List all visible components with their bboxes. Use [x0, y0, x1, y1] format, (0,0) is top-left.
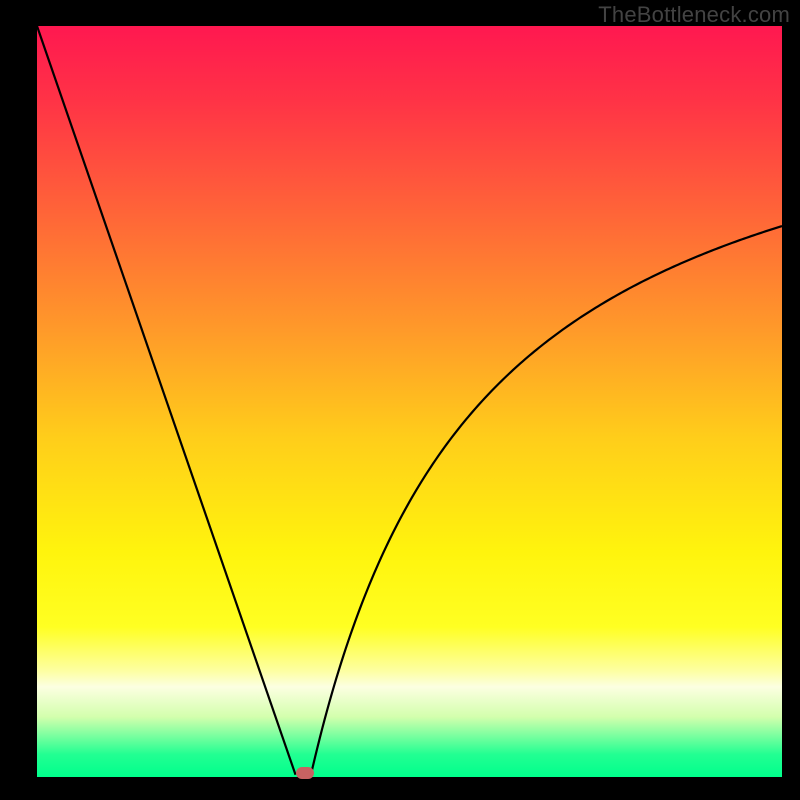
root: { "canvas": { "width": 800, "height": 80…	[0, 0, 800, 800]
optimum-marker	[296, 767, 314, 779]
curve-right-branch	[310, 226, 782, 777]
curve-left-branch	[37, 26, 296, 775]
plot-area	[37, 26, 782, 777]
bottleneck-curve	[37, 26, 782, 777]
watermark-text: TheBottleneck.com	[598, 2, 790, 28]
